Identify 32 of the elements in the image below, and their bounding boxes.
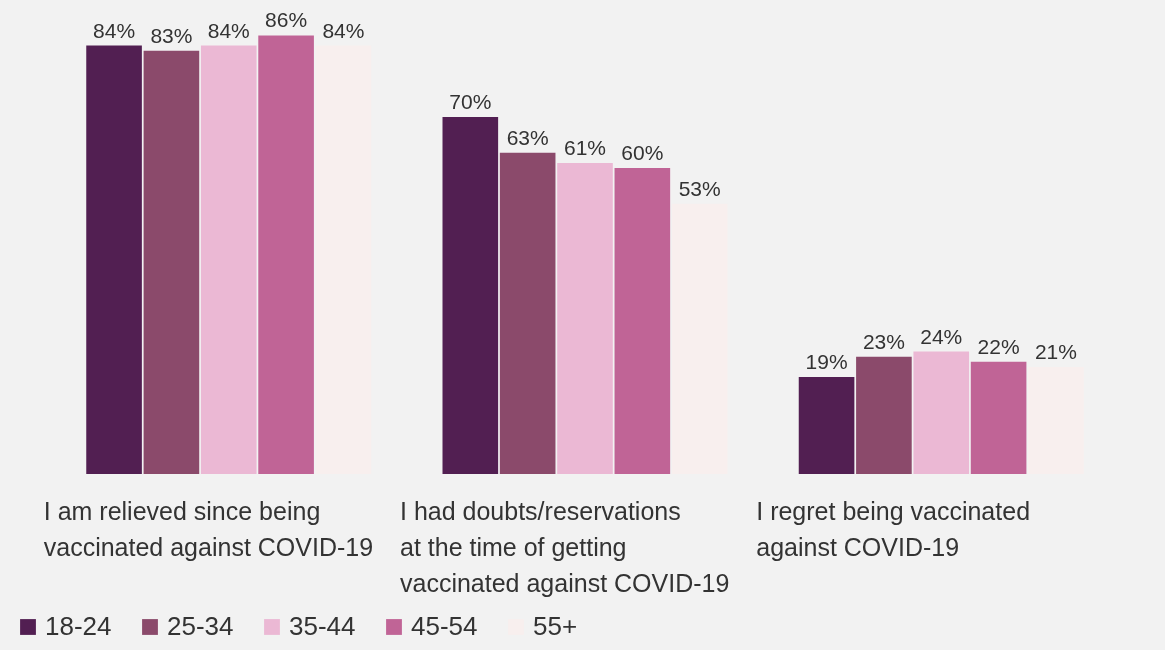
legend-label: 45-54 xyxy=(411,611,478,641)
x-tick-label: I had doubts/reservations at the time of getting vaccinated against COVID-19 xyxy=(400,496,730,597)
data-label: 60% xyxy=(621,141,664,164)
bar xyxy=(499,152,556,474)
bar xyxy=(86,45,142,474)
legend-label: 18-24 xyxy=(45,611,112,641)
data-label: 63% xyxy=(506,125,549,149)
bar xyxy=(856,356,912,474)
data-label: 70% xyxy=(449,90,492,113)
data-label: 84% xyxy=(207,18,250,42)
legend-label: 55+ xyxy=(533,611,578,641)
bar xyxy=(200,45,257,474)
data-label: 61% xyxy=(563,135,607,159)
x-tick-label: I regret being vaccinated against COVID-19 xyxy=(756,496,1031,561)
data-label: 22% xyxy=(977,334,1020,358)
data-label: 83% xyxy=(150,23,193,47)
bar xyxy=(798,377,855,474)
bar xyxy=(913,351,970,474)
legend-label: 35-44 xyxy=(289,611,356,641)
data-label: 53% xyxy=(678,176,721,200)
legend-label: 25-34 xyxy=(167,611,234,641)
data-label: 86% xyxy=(265,8,308,32)
data-label: 21% xyxy=(1034,339,1077,363)
bar xyxy=(442,117,499,474)
x-tick-label: I am relieved since being vaccinated against COVID-19 xyxy=(43,496,374,561)
data-label: 23% xyxy=(862,329,905,353)
data-label: 84% xyxy=(322,18,365,42)
data-label: 84% xyxy=(93,18,136,42)
data-label: 19% xyxy=(805,350,848,374)
bar xyxy=(557,162,613,474)
data-label: 24% xyxy=(920,324,963,348)
bar xyxy=(143,50,200,474)
